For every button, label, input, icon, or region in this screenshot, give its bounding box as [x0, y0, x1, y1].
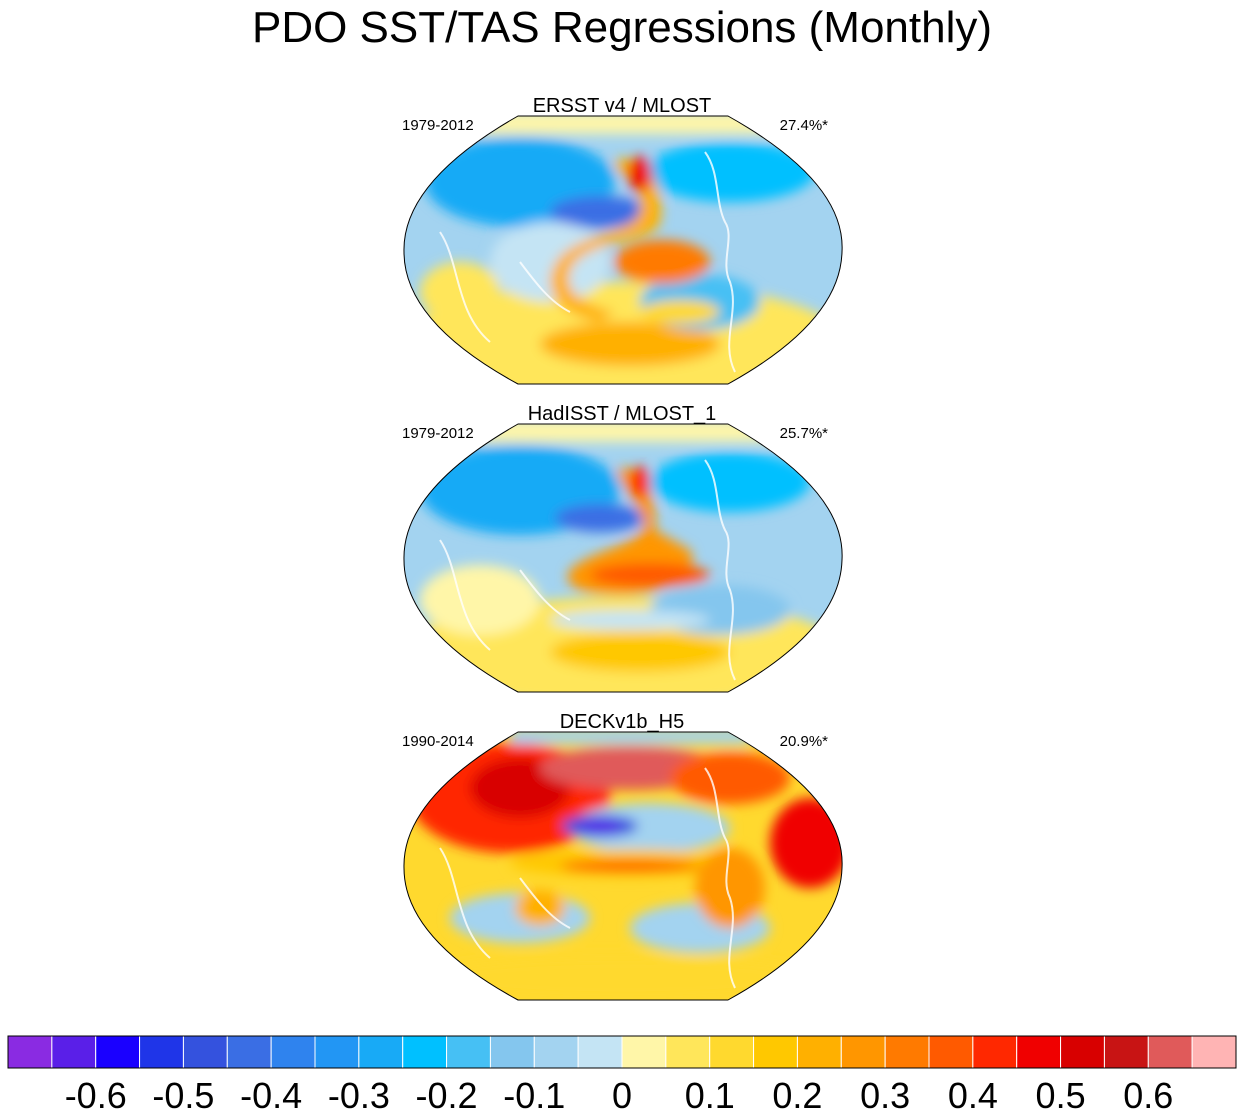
map-panel-1: ERSST v4 / MLOST 1979-2012 27.4%*	[390, 94, 854, 394]
colorbar-tick-label: 0.1	[685, 1075, 735, 1116]
colorbar-swatch	[226, 1035, 272, 1069]
colorbar-tick-label: -0.6	[65, 1075, 127, 1116]
map-field	[420, 565, 540, 635]
colorbar-swatch	[51, 1035, 97, 1069]
colorbar-swatch	[621, 1035, 667, 1069]
colorbar-swatch	[314, 1035, 360, 1069]
map-panel-3: DECKv1b_H5 1990-2014 20.9%*	[390, 710, 854, 1010]
colorbar-tick-label: 0.6	[1123, 1075, 1173, 1116]
colorbar-swatch	[533, 1035, 579, 1069]
colorbar-swatch	[270, 1035, 316, 1069]
map-field	[650, 452, 810, 512]
colorbar-tick-label: -0.3	[328, 1075, 390, 1116]
colorbar-swatch	[884, 1035, 930, 1069]
colorbar-frame	[7, 1035, 1237, 1069]
colorbar-swatch	[1103, 1035, 1149, 1069]
colorbar-tick-label: -0.2	[416, 1075, 478, 1116]
colorbar-swatch	[182, 1035, 228, 1069]
colorbar-swatch	[1147, 1035, 1193, 1069]
colorbar-swatch	[577, 1035, 623, 1069]
panel-title: DECKv1b_H5	[559, 711, 685, 733]
map-outline	[403, 423, 843, 693]
coastline	[439, 539, 491, 651]
colorbar-swatch	[753, 1035, 798, 1069]
colorbar-swatch	[358, 1035, 404, 1069]
colorbar-swatch	[7, 1035, 53, 1069]
panel-title: ERSST v4 / MLOST	[532, 95, 712, 117]
map-field	[550, 158, 661, 322]
map-field	[480, 116, 780, 134]
colorbar-tick-label: -0.1	[503, 1075, 565, 1116]
colorbar-tick-label: 0.4	[948, 1075, 998, 1116]
colorbar-tick-label: -0.5	[152, 1075, 214, 1116]
colorbar-tick-label: 0	[612, 1075, 632, 1116]
colorbar-swatch	[446, 1035, 491, 1069]
colorbar-swatch	[1016, 1035, 1062, 1069]
panel-title: HadISST / MLOST_1	[527, 403, 717, 425]
map-field	[630, 466, 650, 498]
map-field	[423, 956, 823, 1000]
map-outline	[403, 115, 843, 385]
map-field	[480, 424, 780, 442]
map-field	[540, 322, 720, 366]
coastline	[519, 261, 571, 313]
map-field	[628, 156, 652, 192]
coastline	[704, 459, 736, 681]
map-field	[555, 504, 645, 532]
coastline	[519, 569, 571, 621]
colorbar-swatch	[489, 1035, 535, 1069]
coastline	[704, 767, 736, 989]
period-label: 1979-2012	[402, 117, 474, 134]
map-field	[550, 610, 710, 630]
coastline	[439, 847, 491, 959]
map-field	[645, 142, 815, 202]
colorbar-swatch	[840, 1035, 886, 1069]
period-label: 1990-2014	[402, 733, 474, 750]
map-field	[695, 848, 765, 928]
map-field	[550, 196, 650, 228]
colorbar-tick-label: 0.5	[1036, 1075, 1086, 1116]
variance-label: 27.4%*	[779, 117, 828, 134]
colorbar-swatch	[139, 1035, 184, 1069]
colorbar-swatch	[402, 1035, 448, 1069]
map-field	[614, 240, 710, 284]
coastline	[519, 877, 571, 929]
colorbar-tick-label: -0.4	[240, 1075, 302, 1116]
map-field	[567, 467, 693, 595]
variance-label: 25.7%*	[779, 425, 828, 442]
colorbar-tick-label: 0.2	[772, 1075, 822, 1116]
figure-title: PDO SST/TAS Regressions (Monthly)	[251, 3, 993, 52]
map-field	[640, 300, 720, 324]
coastline	[704, 151, 736, 373]
colorbar-swatch	[709, 1035, 755, 1069]
colorbar-swatch	[1191, 1035, 1237, 1069]
variance-label: 20.9%*	[779, 733, 828, 750]
map-outline	[403, 731, 843, 1001]
map-field	[578, 820, 622, 832]
colorbar-swatch	[95, 1035, 141, 1069]
map-3	[403, 731, 843, 1001]
colorbar-swatch	[665, 1035, 711, 1069]
colorbar-tick-label: 0.3	[860, 1075, 910, 1116]
map-field	[670, 752, 790, 804]
map-field	[590, 563, 710, 587]
colorbar: -0.6 -0.5 -0.4 -0.3 -0.2 -0.1 0 0.1 0.2 0.3 0.4 0.5…	[7, 1035, 1237, 1116]
map-1	[403, 115, 843, 385]
map-field	[510, 732, 750, 744]
map-field	[550, 632, 730, 672]
map-field	[560, 860, 700, 872]
colorbar-swatch	[972, 1035, 1018, 1069]
map-2	[403, 423, 843, 693]
map-field	[490, 222, 610, 302]
colorbar-swatch	[1060, 1035, 1105, 1069]
colorbar-swatch	[796, 1035, 842, 1069]
map-panel-2: HadISST / MLOST_1 1979-2012 25.7%*	[390, 402, 854, 702]
period-label: 1979-2012	[402, 425, 474, 442]
coastline	[439, 231, 491, 343]
colorbar-swatch	[928, 1035, 974, 1069]
